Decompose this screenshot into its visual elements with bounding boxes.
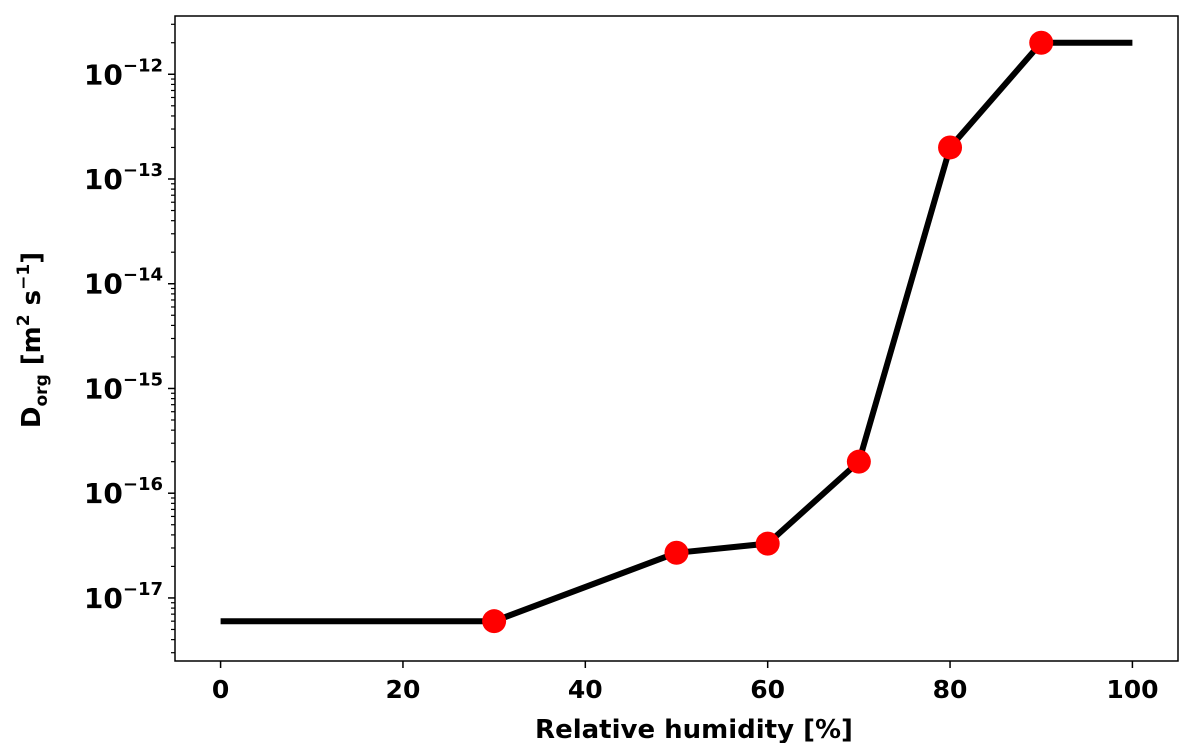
y-axis-label-superscript-2: −1 (14, 264, 34, 290)
x-tick-label: 100 (1106, 675, 1158, 704)
y-tick-label: 10−12 (84, 55, 163, 91)
data-point-marker (846, 449, 871, 474)
y-tick-label: 10−13 (84, 160, 163, 196)
y-axis-label-main: D (17, 407, 47, 429)
y-axis-ticks: 10−17 10−16 10−15 10−14 10−13 10−12 (84, 55, 175, 615)
x-tick-label: 60 (750, 675, 785, 704)
y-axis-label-unit-mid: s (17, 290, 47, 315)
y-axis-label-unit-start: [m (17, 326, 47, 374)
x-axis-ticks: 0 20 40 60 80 100 (212, 661, 1159, 704)
data-point-marker (664, 540, 689, 565)
axes-frame-layer (174, 15, 1179, 662)
series-layer (220, 30, 1133, 634)
y-axis-label-superscript-1: 2 (14, 314, 34, 326)
x-tick-label: 80 (933, 675, 968, 704)
x-tick-label: 20 (386, 675, 421, 704)
data-point-marker (755, 531, 780, 556)
y-tick-label: 10−16 (84, 474, 163, 510)
y-axis-label: Dorg [m2 s−1] (14, 252, 52, 428)
y-tick-label: 10−15 (84, 369, 163, 405)
data-point-marker (938, 135, 963, 160)
y-tick-label: 10−17 (84, 579, 163, 615)
y-axis-label-subscript: org (32, 374, 52, 406)
x-tick-label: 40 (568, 675, 603, 704)
y-axis-label-unit-end: ] (17, 252, 47, 264)
x-axis-label: Relative humidity [%] (535, 715, 853, 743)
data-point-marker (482, 609, 507, 634)
data-point-marker (1029, 30, 1054, 55)
y-tick-label: 10−14 (84, 265, 163, 301)
axes-frame (174, 15, 1179, 662)
series-line (220, 39, 1133, 625)
x-tick-label: 0 (212, 675, 229, 704)
